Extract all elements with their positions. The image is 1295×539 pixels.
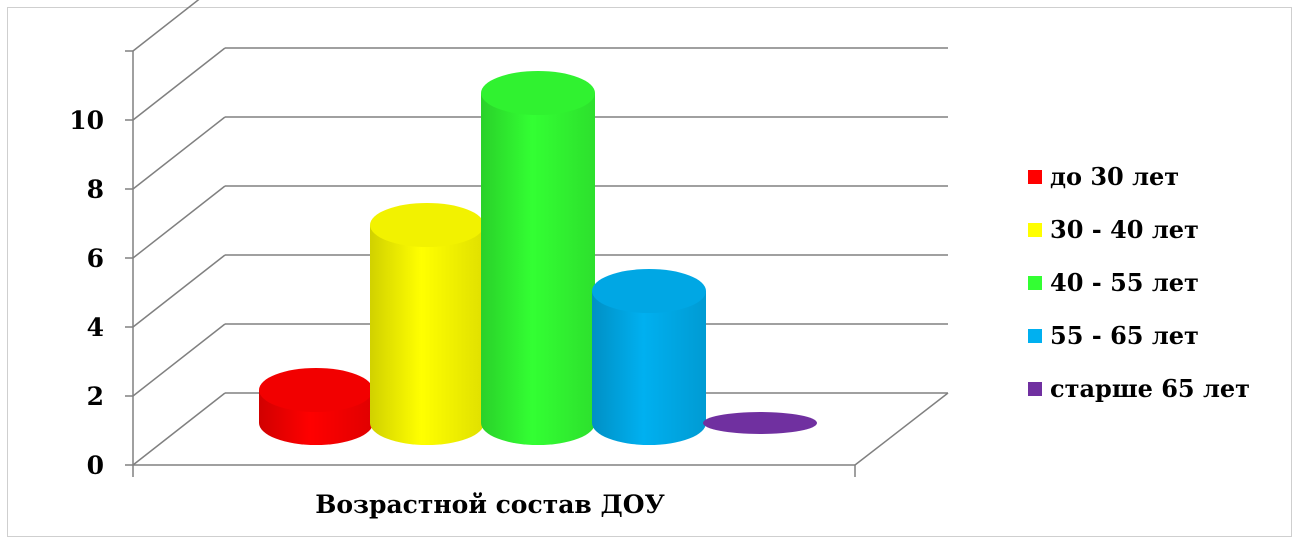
gridline-side xyxy=(132,392,226,466)
legend-label: 55 - 65 лет xyxy=(1050,321,1199,350)
y-tick-label: 4 xyxy=(87,313,104,342)
bar-cylinder xyxy=(370,203,484,445)
chart-legend: до 30 лет 30 - 40 лет 40 - 55 лет 55 - 65 л… xyxy=(1028,150,1250,415)
legend-swatch xyxy=(1028,275,1042,290)
legend-item: до 30 лет xyxy=(1028,150,1250,203)
gridline-side xyxy=(132,254,226,328)
bar-top xyxy=(592,269,706,313)
legend-swatch xyxy=(1028,328,1042,343)
legend-swatch xyxy=(1028,381,1042,396)
legend-item: 40 - 55 лет xyxy=(1028,256,1250,309)
y-tick-label: 10 xyxy=(69,106,104,135)
bar-body xyxy=(592,291,706,445)
gridline-side xyxy=(132,0,200,52)
bar-top xyxy=(370,203,484,247)
bar-cylinder xyxy=(259,368,373,445)
bar-top xyxy=(481,71,595,115)
bar-cylinder xyxy=(703,412,817,434)
bar-body xyxy=(370,225,484,445)
legend-swatch xyxy=(1028,222,1042,237)
y-tick-label: 8 xyxy=(87,175,104,204)
gridline-side xyxy=(132,323,226,397)
gridline-side xyxy=(132,116,226,190)
legend-item: 55 - 65 лет xyxy=(1028,309,1250,362)
x-axis-label: Возрастной состав ДОУ xyxy=(315,490,665,519)
bar-top xyxy=(703,412,817,434)
bar-body xyxy=(481,93,595,445)
legend-item: старше 65 лет xyxy=(1028,362,1250,415)
y-tick-label: 2 xyxy=(87,382,104,411)
legend-swatch xyxy=(1028,169,1042,184)
bar-top xyxy=(259,368,373,412)
bar-cylinder xyxy=(592,269,706,445)
legend-item: 30 - 40 лет xyxy=(1028,203,1250,256)
y-tick-label: 0 xyxy=(87,451,104,480)
gridline-side xyxy=(132,185,226,259)
legend-label: старше 65 лет xyxy=(1050,374,1251,403)
gridline-side xyxy=(132,47,226,121)
chart-bars xyxy=(259,71,817,445)
y-axis-ticks: 0 2 4 6 8 10 xyxy=(69,106,104,480)
legend-label: 40 - 55 лет xyxy=(1050,268,1199,297)
y-tick-label: 6 xyxy=(87,244,104,273)
legend-label: до 30 лет xyxy=(1050,162,1180,191)
chart-frame xyxy=(7,7,1292,537)
legend-label: 30 - 40 лет xyxy=(1050,215,1199,244)
floor-right-edge xyxy=(854,392,949,466)
bar-cylinder xyxy=(481,71,595,445)
